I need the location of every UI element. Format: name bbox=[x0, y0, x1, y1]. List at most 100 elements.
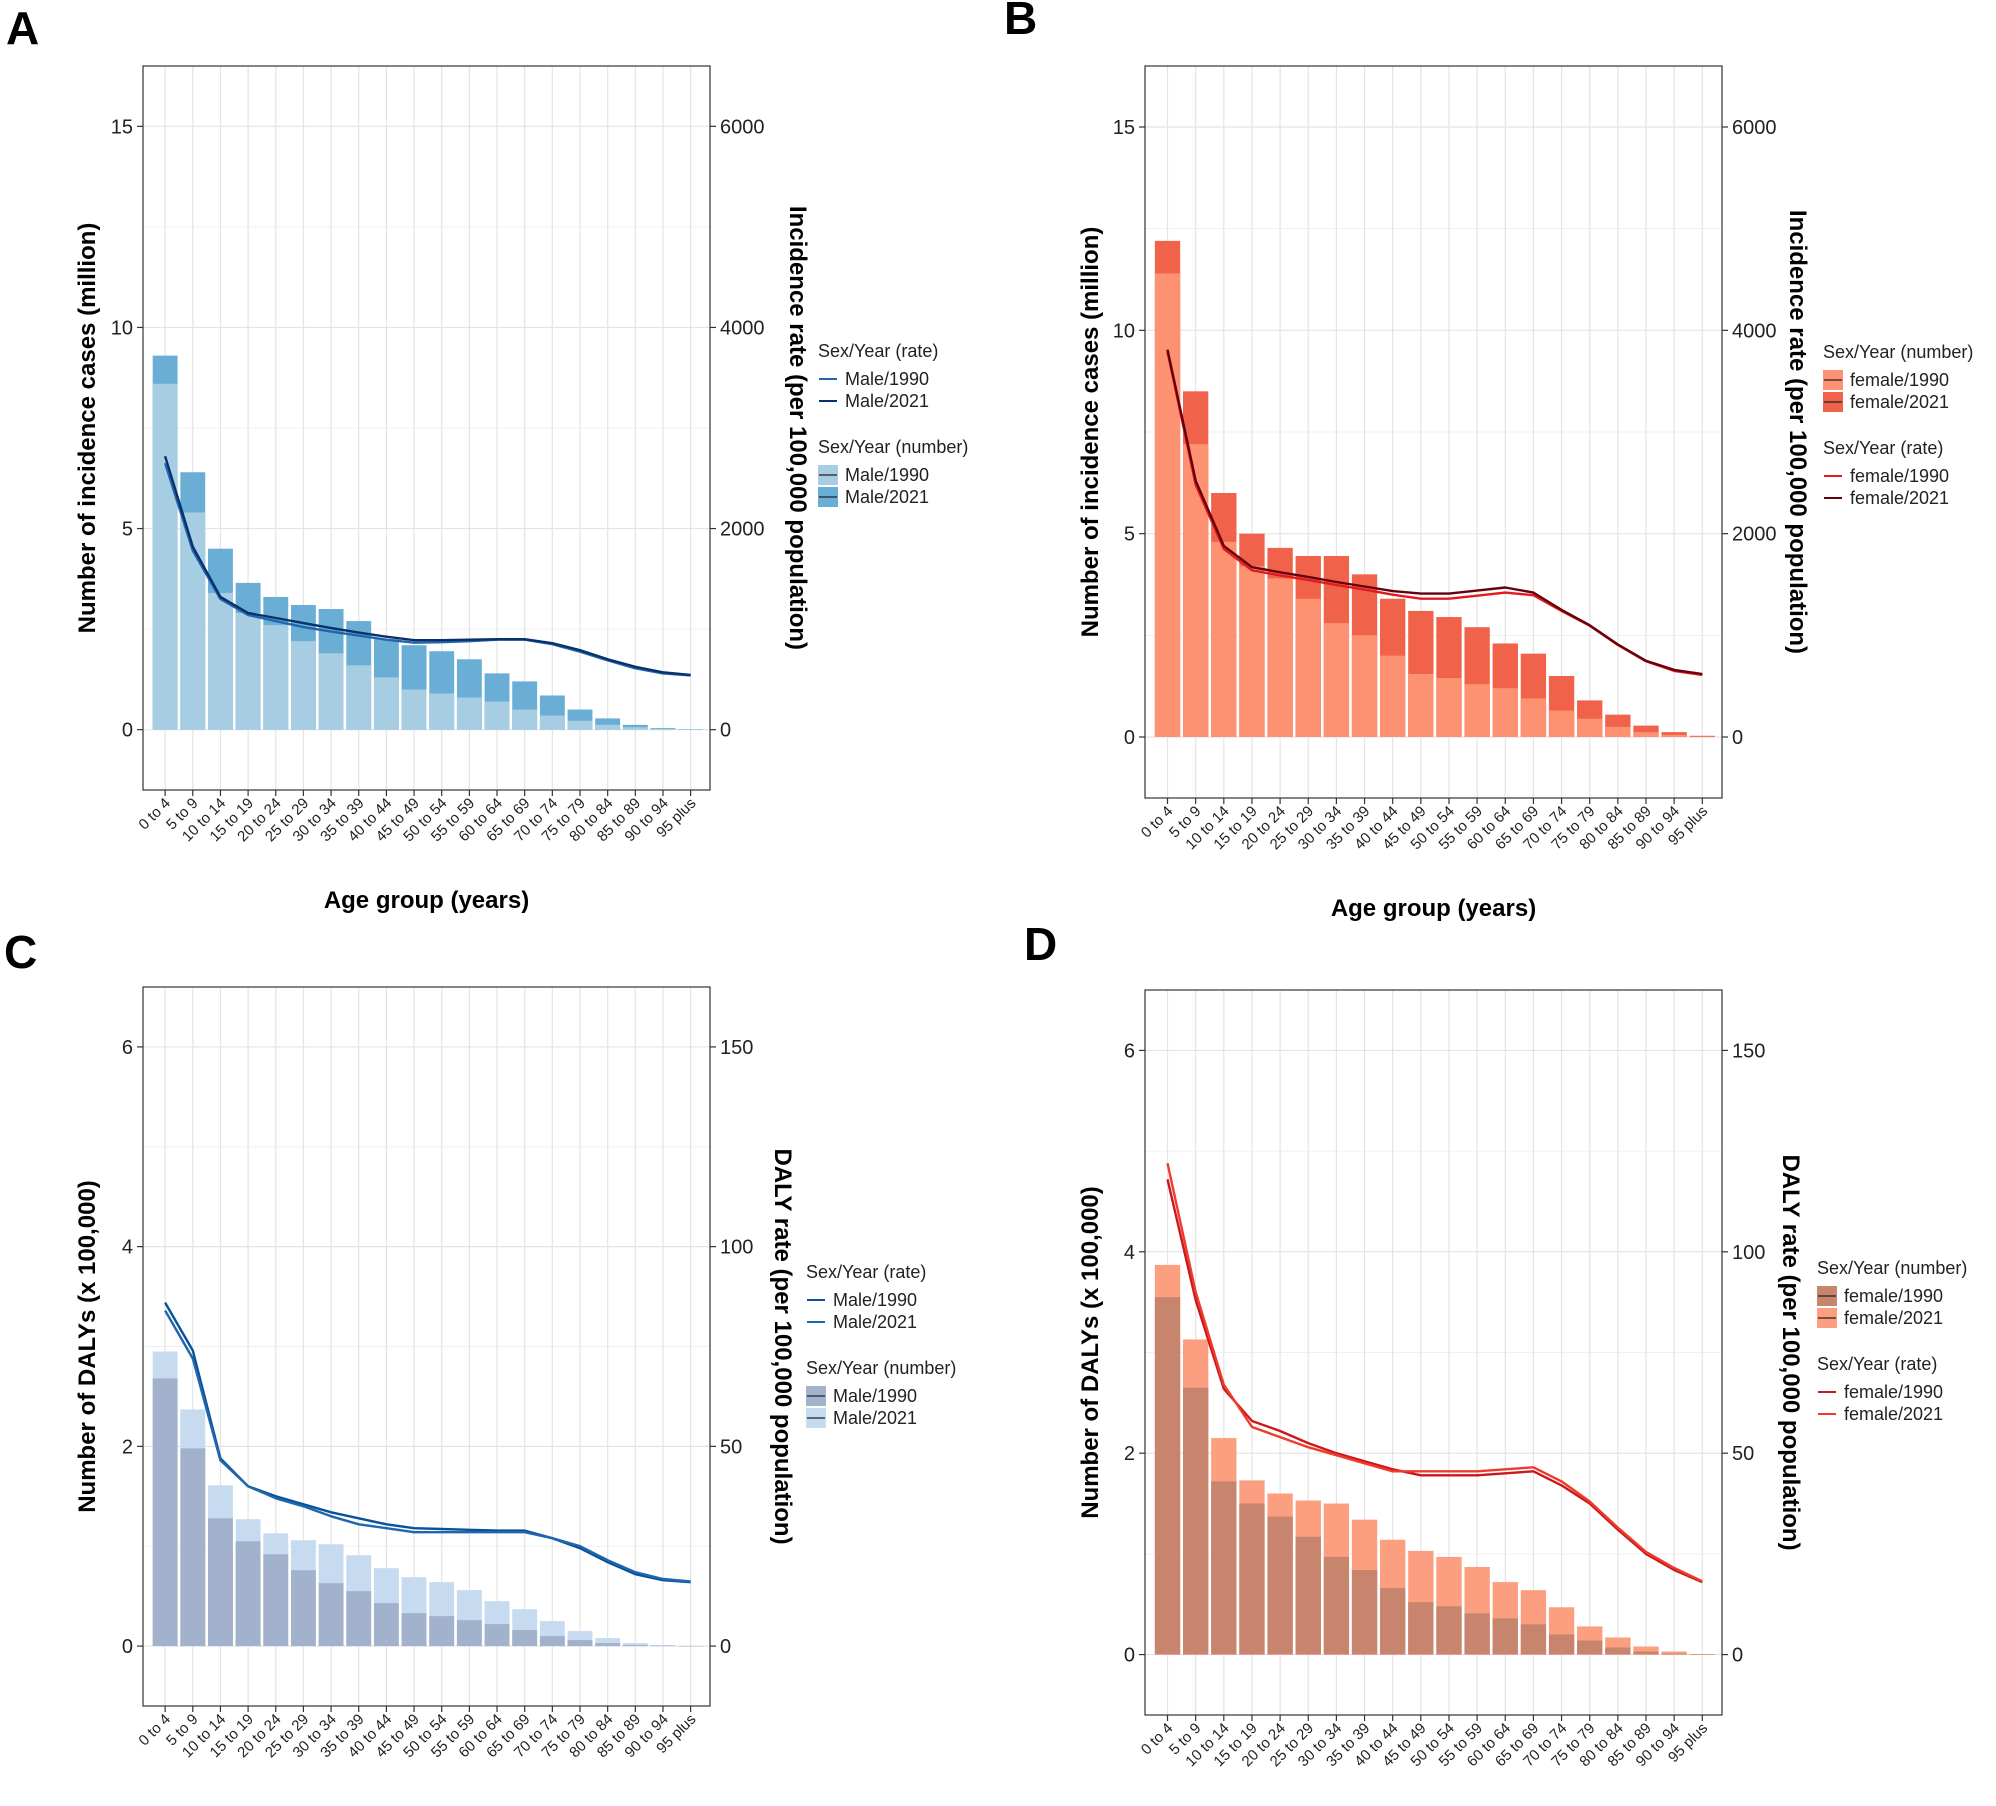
panel-c-bar-male-1990-0 bbox=[152, 1378, 178, 1647]
panel-c-bar-male-1990-15 bbox=[567, 1640, 593, 1647]
panel-c-bar-male-1990-9 bbox=[401, 1613, 427, 1647]
panel-a-line-male-2021 bbox=[163, 455, 691, 677]
panel-b-legend-label: female/2021 bbox=[1850, 392, 1949, 412]
panel-a-y2-tick-label: 4000 bbox=[720, 317, 765, 339]
panel-b-y-tick-label: 0 bbox=[1124, 727, 1135, 749]
panel-d-bar-female-1990-4 bbox=[1267, 1516, 1293, 1655]
panel-a-bar-male-1990-10 bbox=[429, 693, 455, 730]
panel-b-bar-female-1990-10 bbox=[1436, 678, 1462, 737]
panel-b-bar-female-1990-19 bbox=[1689, 736, 1715, 738]
panel-c-legend-label: Male/1990 bbox=[833, 1290, 917, 1310]
panel-a-bar-male-1990-14 bbox=[539, 715, 565, 730]
panel-d-panel-border bbox=[1144, 989, 1723, 1716]
panel-a-bar-male-2021-16 bbox=[595, 718, 621, 730]
panel-b-y2-tick-label: 6000 bbox=[1732, 117, 1777, 139]
panel-d-bar-female-1990-17 bbox=[1633, 1651, 1659, 1655]
panel-c-bar-male-1990-17 bbox=[622, 1645, 648, 1647]
panel-d-bar-female-1990-12 bbox=[1492, 1618, 1518, 1655]
panel-b-legend-title-1: Sex/Year (rate) bbox=[1823, 438, 1943, 458]
panel-a-bar-male-1990-3 bbox=[235, 613, 261, 730]
panel-a-bar-male-1990-6 bbox=[318, 653, 344, 730]
panel-b-bar-female-1990-3 bbox=[1239, 566, 1265, 737]
panel-c-bar-male-1990-8 bbox=[373, 1603, 399, 1647]
panel-d-legend-label: female/2021 bbox=[1844, 1404, 1943, 1424]
panel-d-legend-title-0: Sex/Year (number) bbox=[1817, 1258, 1967, 1278]
panel-d-bar-female-1990-8 bbox=[1380, 1588, 1406, 1655]
panel-d-bar-female-1990-16 bbox=[1605, 1647, 1631, 1655]
panel-b-bar-female-1990-16 bbox=[1605, 726, 1631, 737]
panel-c-bar-male-1990-19 bbox=[678, 1645, 704, 1647]
panel-c-panel-border bbox=[142, 986, 711, 1707]
panel-d-bar-female-1990-11 bbox=[1464, 1613, 1490, 1655]
panel-a-bar-male-1990-5 bbox=[290, 641, 316, 730]
panel-b-y-tick-label: 10 bbox=[1113, 320, 1135, 342]
panel-a-bar-male-1990-9 bbox=[401, 689, 427, 730]
panel-d-bar-female-1990-10 bbox=[1436, 1606, 1462, 1655]
panel-b-bar-female-1990-15 bbox=[1577, 718, 1603, 737]
panel-c-y2-tick-label: 0 bbox=[720, 1636, 731, 1658]
panel-c-line-male-2021 bbox=[164, 1309, 691, 1583]
panel-a-y-axis-title: Number of incidence cases (million) bbox=[74, 223, 101, 634]
panel-a-bar-male-1990-11 bbox=[456, 697, 482, 730]
panel-b-y-axis-title: Number of incidence cases (million) bbox=[1077, 227, 1104, 638]
panel-a-y2-axis-title: Incidence rate (per 100,000 population) bbox=[784, 206, 811, 650]
panel-a-legend-label: Male/1990 bbox=[845, 369, 929, 389]
panel-b-bar-female-1990-17 bbox=[1633, 732, 1659, 737]
panel-b-panel-border bbox=[1144, 65, 1723, 799]
panel-d-bar-female-1990-1 bbox=[1182, 1387, 1209, 1655]
panel-d-bar-female-2021-17 bbox=[1633, 1646, 1659, 1655]
panel-b-bar-female-1990-14 bbox=[1548, 710, 1575, 737]
panel-c-bar-male-1990-13 bbox=[512, 1630, 538, 1647]
panel-b-bar-female-1990-7 bbox=[1351, 635, 1378, 737]
panel-a-legend-title-1: Sex/Year (number) bbox=[818, 437, 968, 457]
panel-c-bar-male-1990-16 bbox=[595, 1643, 621, 1647]
panel-b-bar-female-1990-2 bbox=[1211, 541, 1237, 737]
panel-d-y-axis-title: Number of DALYs (x 100,000) bbox=[1077, 1186, 1104, 1519]
panel-d-y2-tick-label: 100 bbox=[1732, 1242, 1765, 1264]
panel-c-y-tick-label: 2 bbox=[122, 1436, 133, 1458]
panel-b-bar-female-2021-19 bbox=[1689, 735, 1715, 737]
panel-a-legend-label: Male/2021 bbox=[845, 391, 929, 411]
panel-a-y-tick-label: 10 bbox=[111, 317, 133, 339]
panel-a-y2-tick-label: 2000 bbox=[720, 519, 765, 541]
panel-b-bar-female-1990-13 bbox=[1520, 698, 1547, 737]
panel-b-legend-label: female/2021 bbox=[1850, 488, 1949, 508]
panel-letter-c: C bbox=[4, 926, 37, 978]
panel-a-bar-male-1990-13 bbox=[512, 709, 538, 730]
panel-c-bar-male-1990-1 bbox=[180, 1448, 206, 1647]
panel-a-bar-male-1990-18 bbox=[650, 728, 676, 730]
panel-b-legend-label: female/1990 bbox=[1850, 370, 1949, 390]
panel-c-bar-male-1990-6 bbox=[318, 1583, 344, 1647]
panel-b-y2-tick-label: 0 bbox=[1732, 727, 1743, 749]
panel-a-y-tick-label: 15 bbox=[111, 116, 133, 138]
panel-a-bar-male-1990-8 bbox=[373, 677, 399, 730]
panel-d-y-tick-label: 4 bbox=[1124, 1242, 1135, 1264]
panel-d-bar-female-1990-0 bbox=[1154, 1297, 1181, 1655]
panel-a-bar-male-1990-15 bbox=[567, 720, 593, 730]
panel-d-bar-female-1990-6 bbox=[1323, 1556, 1350, 1655]
panel-b-bar-female-2021-18 bbox=[1661, 732, 1687, 737]
panel-b-bar-female-1990-5 bbox=[1295, 598, 1321, 737]
panel-d-legend-title-1: Sex/Year (rate) bbox=[1817, 1354, 1937, 1374]
panel-c-bar-male-2021-17 bbox=[622, 1643, 648, 1647]
panel-d-legend-label: female/2021 bbox=[1844, 1308, 1943, 1328]
panel-d-bar-female-1990-3 bbox=[1239, 1503, 1265, 1655]
panel-a-bar-male-1990-16 bbox=[595, 724, 621, 730]
panel-c-y2-tick-label: 50 bbox=[720, 1436, 742, 1458]
panel-b-y-tick-label: 5 bbox=[1124, 524, 1135, 546]
panel-b-line-female-2021 bbox=[1166, 349, 1703, 676]
panel-b-legend-title-0: Sex/Year (number) bbox=[1823, 342, 1973, 362]
panel-b-bar-female-1990-11 bbox=[1464, 684, 1490, 737]
panel-c-y2-tick-label: 150 bbox=[720, 1037, 753, 1059]
panel-a-y2-tick-label: 0 bbox=[720, 720, 731, 742]
panel-a-legend-label: Male/2021 bbox=[845, 487, 929, 507]
panel-c-bar-male-1990-5 bbox=[290, 1570, 316, 1647]
panel-d-y-tick-label: 0 bbox=[1124, 1645, 1135, 1667]
panel-d-bar-female-1990-18 bbox=[1661, 1653, 1687, 1655]
panel-b-bar-female-1990-9 bbox=[1408, 673, 1434, 737]
panel-d-bar-female-1990-15 bbox=[1577, 1640, 1603, 1655]
panel-d-line-female-1990 bbox=[1166, 1179, 1703, 1584]
panel-c-bar-male-1990-18 bbox=[650, 1645, 676, 1647]
panel-a-legend-label: Male/1990 bbox=[845, 465, 929, 485]
